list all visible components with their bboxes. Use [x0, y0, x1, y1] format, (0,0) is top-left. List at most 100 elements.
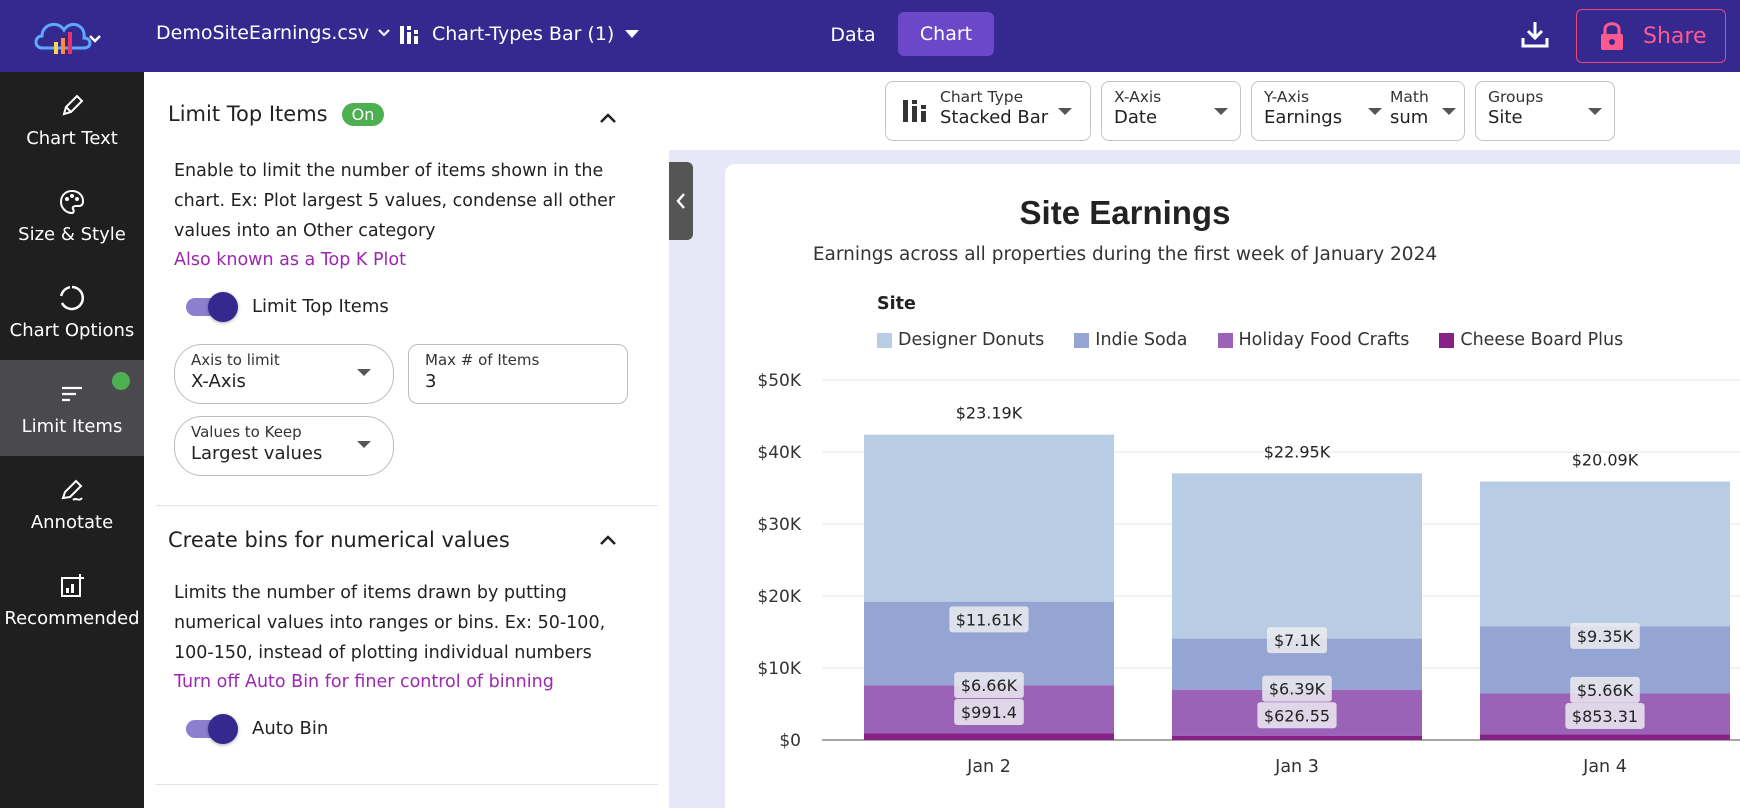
- nav-item-chart-text[interactable]: Chart Text: [0, 72, 144, 168]
- x-tick-label: Jan 4: [1582, 757, 1627, 777]
- data-label-bg: [1267, 627, 1327, 654]
- top-bar: DemoSiteEarnings.csv Chart-Types Bar (1)…: [0, 0, 1740, 72]
- bar-segment: [1172, 473, 1422, 639]
- y-tick-label: $10K: [757, 659, 801, 679]
- nav-item-size-style[interactable]: Size & Style: [0, 168, 144, 264]
- legend-item[interactable]: Cheese Board Plus: [1439, 330, 1623, 350]
- caret-down-icon: [357, 441, 371, 448]
- bar-chart-icon: [400, 26, 418, 44]
- limit-section-header[interactable]: Limit Top Items On: [168, 102, 385, 126]
- tab-chart[interactable]: Chart: [898, 12, 994, 56]
- nav-item-annotate[interactable]: Annotate: [0, 456, 144, 552]
- field-value: 3: [425, 371, 437, 392]
- data-label: $22.95K: [1264, 442, 1331, 461]
- data-label-bg: [1565, 702, 1645, 729]
- app-logo-icon[interactable]: [32, 10, 104, 60]
- legend-item[interactable]: Indie Soda: [1074, 330, 1188, 350]
- groups-select[interactable]: Groups Site: [1475, 81, 1615, 141]
- field-value: X-Axis: [191, 371, 246, 392]
- data-label: $626.55: [1264, 706, 1330, 725]
- nav-label: Chart Text: [26, 127, 118, 149]
- nav-item-limit-items[interactable]: Limit Items: [0, 360, 144, 456]
- y-axis-select[interactable]: Y-Axis Earnings Math sum: [1251, 81, 1465, 141]
- limit-description: Enable to limit the number of items show…: [174, 161, 616, 241]
- field-label: Values to Keep: [191, 423, 302, 441]
- legend-swatch: [1217, 332, 1233, 348]
- control-value: Date: [1114, 107, 1158, 128]
- top-k-link[interactable]: Also known as a Top K Plot: [174, 250, 406, 270]
- file-selector[interactable]: DemoSiteEarnings.csv: [156, 22, 391, 44]
- legend-item[interactable]: Holiday Food Crafts: [1217, 330, 1409, 350]
- bins-description: Limits the number of items drawn by putt…: [174, 583, 606, 663]
- chart-name: Chart-Types Bar (1): [432, 23, 615, 45]
- data-label-bg: [1262, 675, 1332, 702]
- bins-section-header[interactable]: Create bins for numerical values: [168, 528, 510, 552]
- legend-label: Cheese Board Plus: [1460, 330, 1624, 350]
- share-label: Share: [1643, 23, 1707, 49]
- nav-item-chart-options[interactable]: Chart Options: [0, 264, 144, 360]
- palette-icon: [59, 189, 85, 214]
- data-label-bg: [1570, 676, 1640, 703]
- max-items-input[interactable]: Max # of Items 3: [408, 344, 628, 404]
- tab-data[interactable]: Data: [830, 24, 876, 46]
- collapse-panel-button[interactable]: [669, 162, 693, 240]
- data-label-bg: [954, 672, 1024, 699]
- auto-bin-link[interactable]: Turn off Auto Bin for finer control of b…: [174, 672, 554, 692]
- status-badge: On: [341, 102, 385, 126]
- limit-top-items-toggle[interactable]: [186, 292, 238, 322]
- x-tick-label: Jan 2: [966, 757, 1011, 777]
- chevron-left-icon: [676, 193, 685, 209]
- math-select[interactable]: Math sum: [1390, 88, 1429, 128]
- bar-segment: [864, 434, 1114, 602]
- control-label: Groups: [1488, 88, 1544, 106]
- chart-title[interactable]: Site Earnings: [1019, 194, 1231, 231]
- chevron-up-icon[interactable]: [596, 106, 620, 130]
- section-title: Limit Top Items: [168, 102, 328, 126]
- chart-selector[interactable]: Chart-Types Bar (1): [398, 22, 640, 46]
- limit-items-icon: [62, 386, 82, 401]
- data-label: $7.1K: [1274, 631, 1321, 650]
- field-label: Axis to limit: [191, 351, 280, 369]
- data-label: $853.31: [1572, 707, 1638, 726]
- share-button[interactable]: Share: [1576, 9, 1726, 63]
- axis-to-limit-select[interactable]: Axis to limit X-Axis: [174, 344, 394, 404]
- values-to-keep-select[interactable]: Values to Keep Largest values: [174, 416, 394, 476]
- toggle-label: Auto Bin: [252, 718, 329, 739]
- control-value: Stacked Bar: [940, 107, 1049, 128]
- left-nav: Chart Text Size & Style Chart Options Li…: [0, 72, 144, 808]
- nav-label: Limit Items: [21, 415, 123, 437]
- recommended-icon: [61, 573, 84, 597]
- download-icon[interactable]: [1518, 18, 1552, 52]
- nav-label: Annotate: [30, 511, 114, 533]
- data-label: $5.66K: [1577, 681, 1634, 700]
- legend-swatch: [1074, 332, 1090, 348]
- section-divider: [156, 784, 658, 785]
- section-divider: [156, 505, 658, 506]
- nav-item-recommended[interactable]: Recommended: [0, 552, 144, 648]
- caret-down-icon: [625, 30, 640, 38]
- data-label-bg: [949, 606, 1029, 633]
- chart-card: Site Earnings Earnings across all proper…: [725, 164, 1740, 808]
- auto-bin-toggle[interactable]: [186, 714, 238, 744]
- legend-label: Designer Donuts: [898, 330, 1045, 350]
- y-tick-label: $30K: [757, 515, 801, 535]
- field-value: Largest values: [191, 443, 323, 464]
- data-label: $6.39K: [1269, 680, 1326, 699]
- caret-down-icon: [1368, 108, 1382, 115]
- caret-down-icon: [1442, 108, 1456, 115]
- y-tick-label: $0: [779, 731, 801, 751]
- lock-icon: [1601, 22, 1623, 50]
- legend-title: Site: [877, 294, 916, 314]
- y-tick-label: $50K: [757, 371, 801, 391]
- chart-subtitle[interactable]: Earnings across all properties during th…: [812, 244, 1438, 265]
- chart-controls-bar: Chart Type Stacked Bar X-Axis Date Y-Axi…: [669, 72, 1740, 150]
- stacked-bar-chart: $0 $10K $20K $30K $40K $50K Jan 2 Jan 3 Jan 4 $6.…: [757, 371, 1740, 777]
- legend-item[interactable]: Designer Donuts: [877, 330, 1044, 350]
- chevron-up-icon[interactable]: [596, 528, 620, 552]
- control-label: Chart Type: [940, 88, 1024, 106]
- chart-type-select[interactable]: Chart Type Stacked Bar: [885, 81, 1091, 141]
- x-axis-select[interactable]: X-Axis Date: [1101, 81, 1241, 141]
- data-label: $991.4: [961, 703, 1017, 722]
- caret-down-icon: [1058, 108, 1072, 115]
- annotate-icon: [61, 479, 83, 501]
